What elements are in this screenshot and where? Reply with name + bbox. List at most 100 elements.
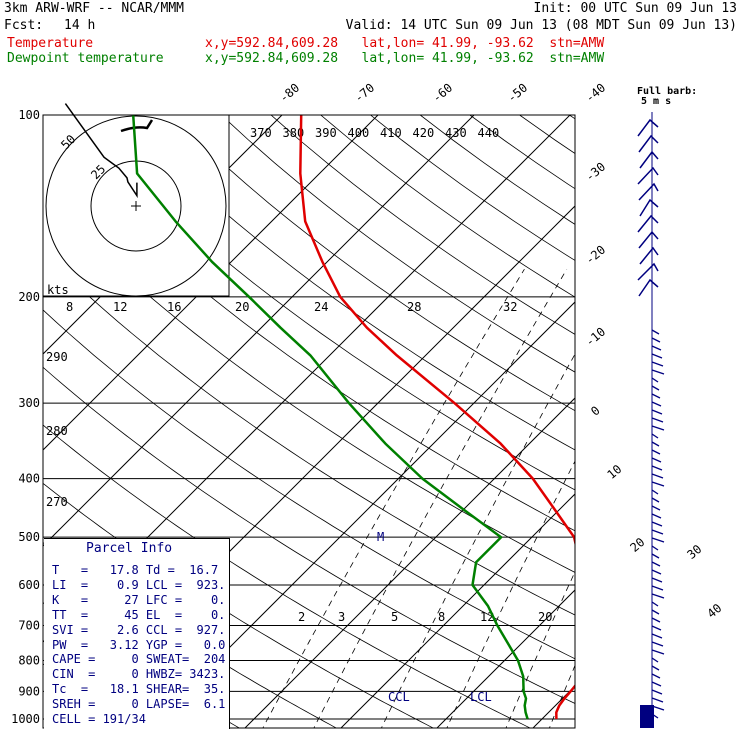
theta-label: 430: [445, 126, 467, 140]
dry-adiabat: [43, 138, 575, 532]
wind-barb: [651, 585, 664, 591]
isotherm-line: [148, 301, 575, 728]
m-marker: M: [377, 530, 384, 544]
wind-barb: [651, 417, 664, 423]
temperature-tick-label: 20: [627, 535, 647, 555]
theta-label: 370: [250, 126, 272, 140]
wind-barb-cluster: [640, 705, 654, 728]
wind-barb: [651, 561, 661, 567]
wind-barb: [651, 569, 662, 575]
mixing-ratio-line: [548, 664, 575, 728]
dewpoint-legend: Dewpoint temperature: [7, 51, 164, 66]
plot-frame: [42, 114, 576, 729]
dry-adiabat: [220, 115, 575, 373]
hodograph-trace-top: [120, 119, 154, 133]
wind-barb: [638, 278, 659, 297]
wind-barb: [637, 214, 659, 233]
ccl-label: CCL: [388, 690, 410, 704]
temperature-legend: Temperature: [7, 36, 94, 51]
temperature-location: x,y=592.84,609.28 lat,lon= 41.99, -93.62…: [205, 36, 605, 51]
model-title: 3km ARW-WRF -- NCAR/MMM: [4, 1, 185, 16]
pressure-tick-label: 800: [18, 653, 40, 667]
wind-barb: [638, 134, 659, 153]
dry-adiabat: [469, 115, 575, 190]
temperature-profile: [299, 115, 575, 720]
wind-barb: [651, 553, 660, 559]
wind-barb: [651, 593, 665, 599]
forecast-hour: 14 h: [64, 18, 96, 33]
parcel-info-row: SVI = 2.6 CCL = 927.: [52, 622, 226, 637]
dry-adiabat: [171, 115, 575, 412]
wind-barb: [651, 409, 663, 415]
mixing-ratio-label: 3: [338, 610, 345, 624]
isotherm-line: [436, 589, 575, 728]
wind-barb: [651, 497, 660, 503]
wind-barb: [651, 481, 665, 487]
wind-barb: [651, 697, 664, 703]
mixing-ratio-line: [446, 460, 575, 728]
pressure-tick-label: 1000: [11, 712, 40, 726]
mixing-ratio-label: 20: [538, 610, 552, 624]
temperature-tick-label: -60: [430, 81, 456, 106]
mixing-ratio-line: [657, 269, 740, 732]
parcel-info-title: Parcel Info: [86, 541, 173, 556]
wind-barb: [651, 465, 663, 471]
theta-label: 390: [315, 126, 337, 140]
wind-barb: [651, 617, 661, 623]
dewpoint-location: x,y=592.84,609.28 lat,lon= 41.99, -93.62…: [205, 51, 605, 66]
wind-barb: [651, 457, 662, 463]
temperature-tick-label: -50: [505, 81, 531, 106]
pressure-tick-label: 400: [18, 472, 40, 486]
wind-barb: [651, 449, 661, 455]
full-barb-label: Full barb:: [637, 86, 697, 97]
isotherm-line: [532, 685, 575, 728]
dry-adiabat: [43, 195, 575, 573]
wind-barb: [651, 353, 663, 359]
temperature-tick-label: 40: [704, 601, 724, 621]
theta-label: 410: [380, 126, 402, 140]
wind-barb: [651, 641, 664, 647]
mixing-ratio-label: 5: [391, 610, 398, 624]
wind-barb: [651, 369, 665, 375]
parcel-info-row: T = 17.8 Td = 16.7: [52, 563, 219, 577]
wind-barb: [638, 182, 659, 201]
theta-label: 420: [413, 126, 435, 140]
temperature-tick-label: -20: [583, 243, 609, 268]
mixing-ratio-line: [380, 353, 575, 728]
parcel-info-row: CELL = 191/34: [52, 712, 146, 726]
full-barb-units: 5 m s: [641, 96, 671, 107]
wind-barb: [651, 377, 659, 383]
wind-barb: [651, 521, 663, 527]
wind-barb: [651, 361, 664, 367]
parcel-info-row: CAPE = 0 SWEAT= 204: [52, 652, 226, 667]
pressure-tick-label: 500: [18, 530, 40, 544]
dry-adiabat: [518, 115, 575, 154]
temperature-tick-label: -80: [277, 81, 303, 106]
wind-barb: [651, 393, 661, 399]
theta-label: 290: [46, 350, 68, 364]
dry-adiabat: [579, 87, 740, 731]
wind-barb: [639, 246, 659, 265]
pressure-tick-label: 100: [18, 108, 40, 122]
wind-barb: [651, 545, 659, 551]
dry-adiabat: [43, 309, 575, 660]
wind-barb: [651, 401, 662, 407]
dry-adiabat: [71, 115, 575, 491]
lcl-label: LCL: [470, 690, 492, 704]
hodograph-units: kts: [47, 283, 69, 297]
hodograph-ring: [45, 115, 227, 297]
wind-barb: [651, 673, 661, 679]
wind-barb: [651, 529, 664, 535]
temperature-tick-label: -30: [583, 160, 609, 185]
forecast-label: Fcst:: [4, 18, 44, 33]
dry-adiabat: [270, 115, 575, 335]
wind-barb: [651, 505, 661, 511]
dewpoint-profile: [131, 115, 529, 720]
wind-barb: [651, 329, 660, 335]
pressure-tick-label: 900: [18, 684, 40, 698]
mixing-ratio-label: 2: [298, 610, 305, 624]
pressure-tick-label: 300: [18, 396, 40, 410]
isotherm-line: [340, 493, 575, 728]
parcel-info-row: TT = 45 EL = 0.: [52, 607, 226, 622]
